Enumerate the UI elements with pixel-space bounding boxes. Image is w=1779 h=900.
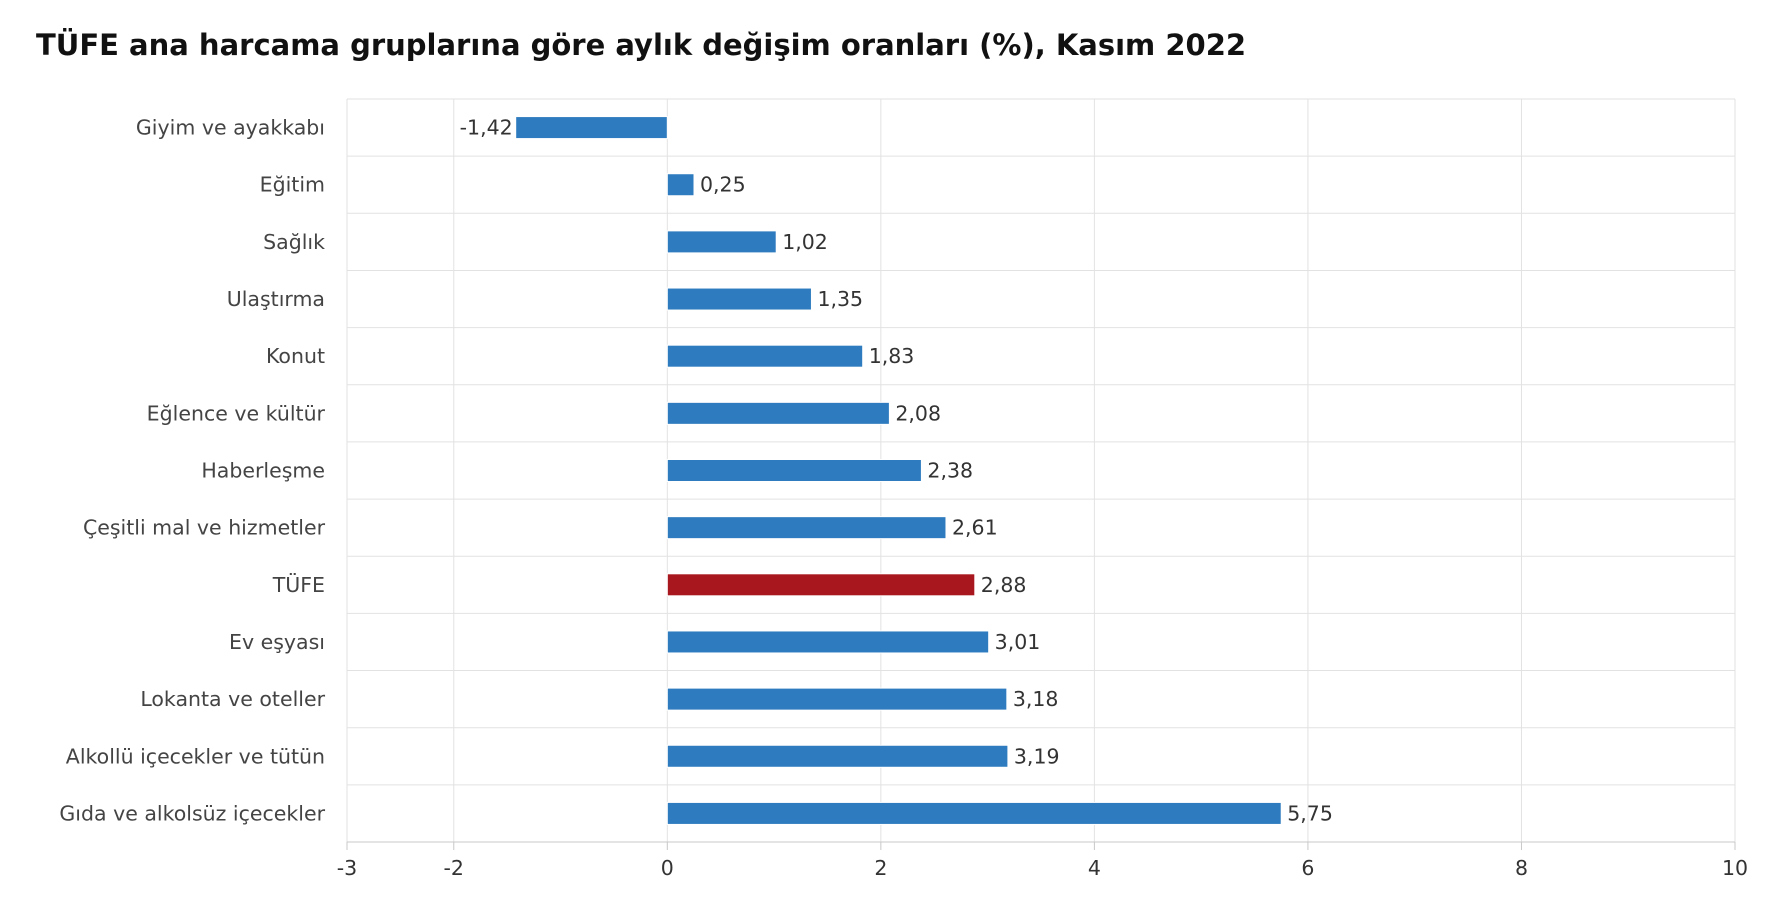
- category-label: Konut: [266, 344, 325, 368]
- data-label: 1,35: [817, 287, 863, 311]
- x-tick-label: 10: [1722, 856, 1748, 880]
- bar: [666, 516, 947, 540]
- bar: [666, 459, 922, 482]
- category-label: Giyim ve ayakkabı: [136, 116, 325, 140]
- category-label: Ulaştırma: [227, 287, 325, 311]
- x-tick-label: 4: [1088, 856, 1101, 880]
- bar: [666, 801, 1282, 825]
- bar: [666, 687, 1008, 711]
- category-label: Eğlence ve kültür: [147, 401, 326, 425]
- data-label: 0,25: [700, 173, 746, 197]
- data-label: 1,02: [782, 230, 828, 254]
- x-tick-label: 0: [661, 856, 674, 880]
- bar: [666, 401, 890, 425]
- x-tick-label: -2: [444, 856, 464, 880]
- bar-highlight: [666, 573, 976, 597]
- data-label: 3,18: [1013, 687, 1059, 711]
- bar: [666, 173, 695, 197]
- bar: [666, 744, 1009, 768]
- category-label: Ev eşyası: [229, 630, 325, 654]
- data-label: 5,75: [1287, 801, 1333, 825]
- data-label: 3,19: [1014, 744, 1060, 768]
- x-tick-label: 6: [1301, 856, 1314, 880]
- category-label: Eğitim: [260, 173, 325, 197]
- data-label: -1,42: [460, 116, 513, 140]
- bar: [666, 230, 777, 254]
- category-label: Haberleşme: [201, 459, 325, 483]
- x-tick-label: -3: [337, 856, 357, 880]
- x-tick-label: 2: [874, 856, 887, 880]
- data-label: 2,61: [952, 516, 998, 540]
- data-label: 2,38: [927, 459, 973, 483]
- chart-title: TÜFE ana harcama gruplarına göre aylık d…: [36, 28, 1247, 62]
- data-label: 2,88: [981, 573, 1027, 597]
- category-label: Gıda ve alkolsüz içecekler: [59, 801, 325, 825]
- category-label: Alkollü içecekler ve tütün: [66, 744, 325, 768]
- data-label: 1,83: [869, 344, 915, 368]
- bar: [666, 287, 812, 311]
- grid-lines: [346, 98, 1736, 843]
- category-label: Çeşitli mal ve hizmetler: [83, 516, 326, 540]
- bar: [666, 630, 990, 654]
- category-label: Lokanta ve oteller: [140, 687, 325, 711]
- category-label: TÜFE: [272, 572, 325, 597]
- bar: [515, 116, 668, 140]
- x-tick-label: 8: [1515, 856, 1528, 880]
- data-label: 2,08: [895, 401, 941, 425]
- data-label: 3,01: [995, 630, 1041, 654]
- bar: [666, 344, 864, 368]
- category-label: Sağlık: [263, 230, 325, 254]
